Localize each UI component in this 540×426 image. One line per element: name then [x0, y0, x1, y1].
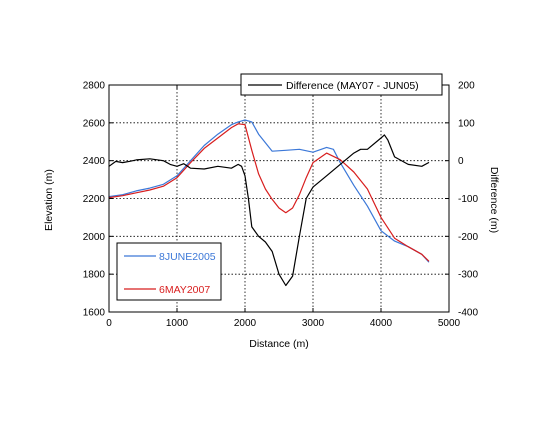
x-tick-label: 4000 [370, 318, 393, 329]
y-right-tick-label: -400 [458, 308, 478, 319]
x-tick-label: 5000 [438, 318, 461, 329]
y-axis-right-label: Difference (m) [488, 167, 500, 233]
y-axis-left-label: Elevation (m) [43, 169, 55, 231]
y-right-tick-label: 100 [458, 118, 475, 129]
y-left-tick-label: 2000 [83, 232, 106, 243]
series-layer [108, 119, 430, 287]
legend-label-difference: Difference (MAY07 - JUN05) [286, 80, 419, 92]
x-tick-label: 3000 [302, 318, 325, 329]
y-left-tick-label: 2800 [83, 81, 106, 92]
y-left-tick-label: 2400 [83, 156, 106, 167]
y-left-tick-label: 2200 [83, 194, 106, 205]
legend-label-6may2007: 6MAY2007 [159, 284, 210, 296]
series-line-6may2007 [108, 123, 430, 262]
y-right-tick-label: 0 [458, 156, 464, 167]
y-right-tick-label: -200 [458, 232, 478, 243]
series-line-8june2005 [108, 119, 430, 263]
legend-elevation-box [116, 242, 222, 301]
y-left-tick-label: 1600 [83, 308, 106, 319]
grid [109, 85, 449, 312]
y-right-tick-label: -100 [458, 194, 478, 205]
x-tick-label: 0 [106, 318, 112, 329]
ticks: 0 1000 2000 3000 4000 50001600180020002200240… [83, 81, 479, 330]
x-tick-label: 2000 [234, 318, 257, 329]
series-line-difference-may07-jun05 [108, 134, 430, 287]
x-axis-label: Distance (m) [249, 338, 309, 350]
x-tick-label: 1000 [166, 318, 189, 329]
legend-difference: Difference (MAY07 - JUN05) [240, 73, 443, 96]
y-right-tick-label: -300 [458, 270, 478, 281]
y-right-tick-label: 200 [458, 81, 475, 92]
legend-difference-box [240, 73, 443, 96]
legend-label-8june2005: 8JUNE2005 [159, 251, 216, 263]
y-left-tick-label: 1800 [83, 270, 106, 281]
legend-elevation: 8JUNE2005 6MAY2007 [116, 242, 222, 301]
y-left-tick-label: 2600 [83, 118, 106, 129]
